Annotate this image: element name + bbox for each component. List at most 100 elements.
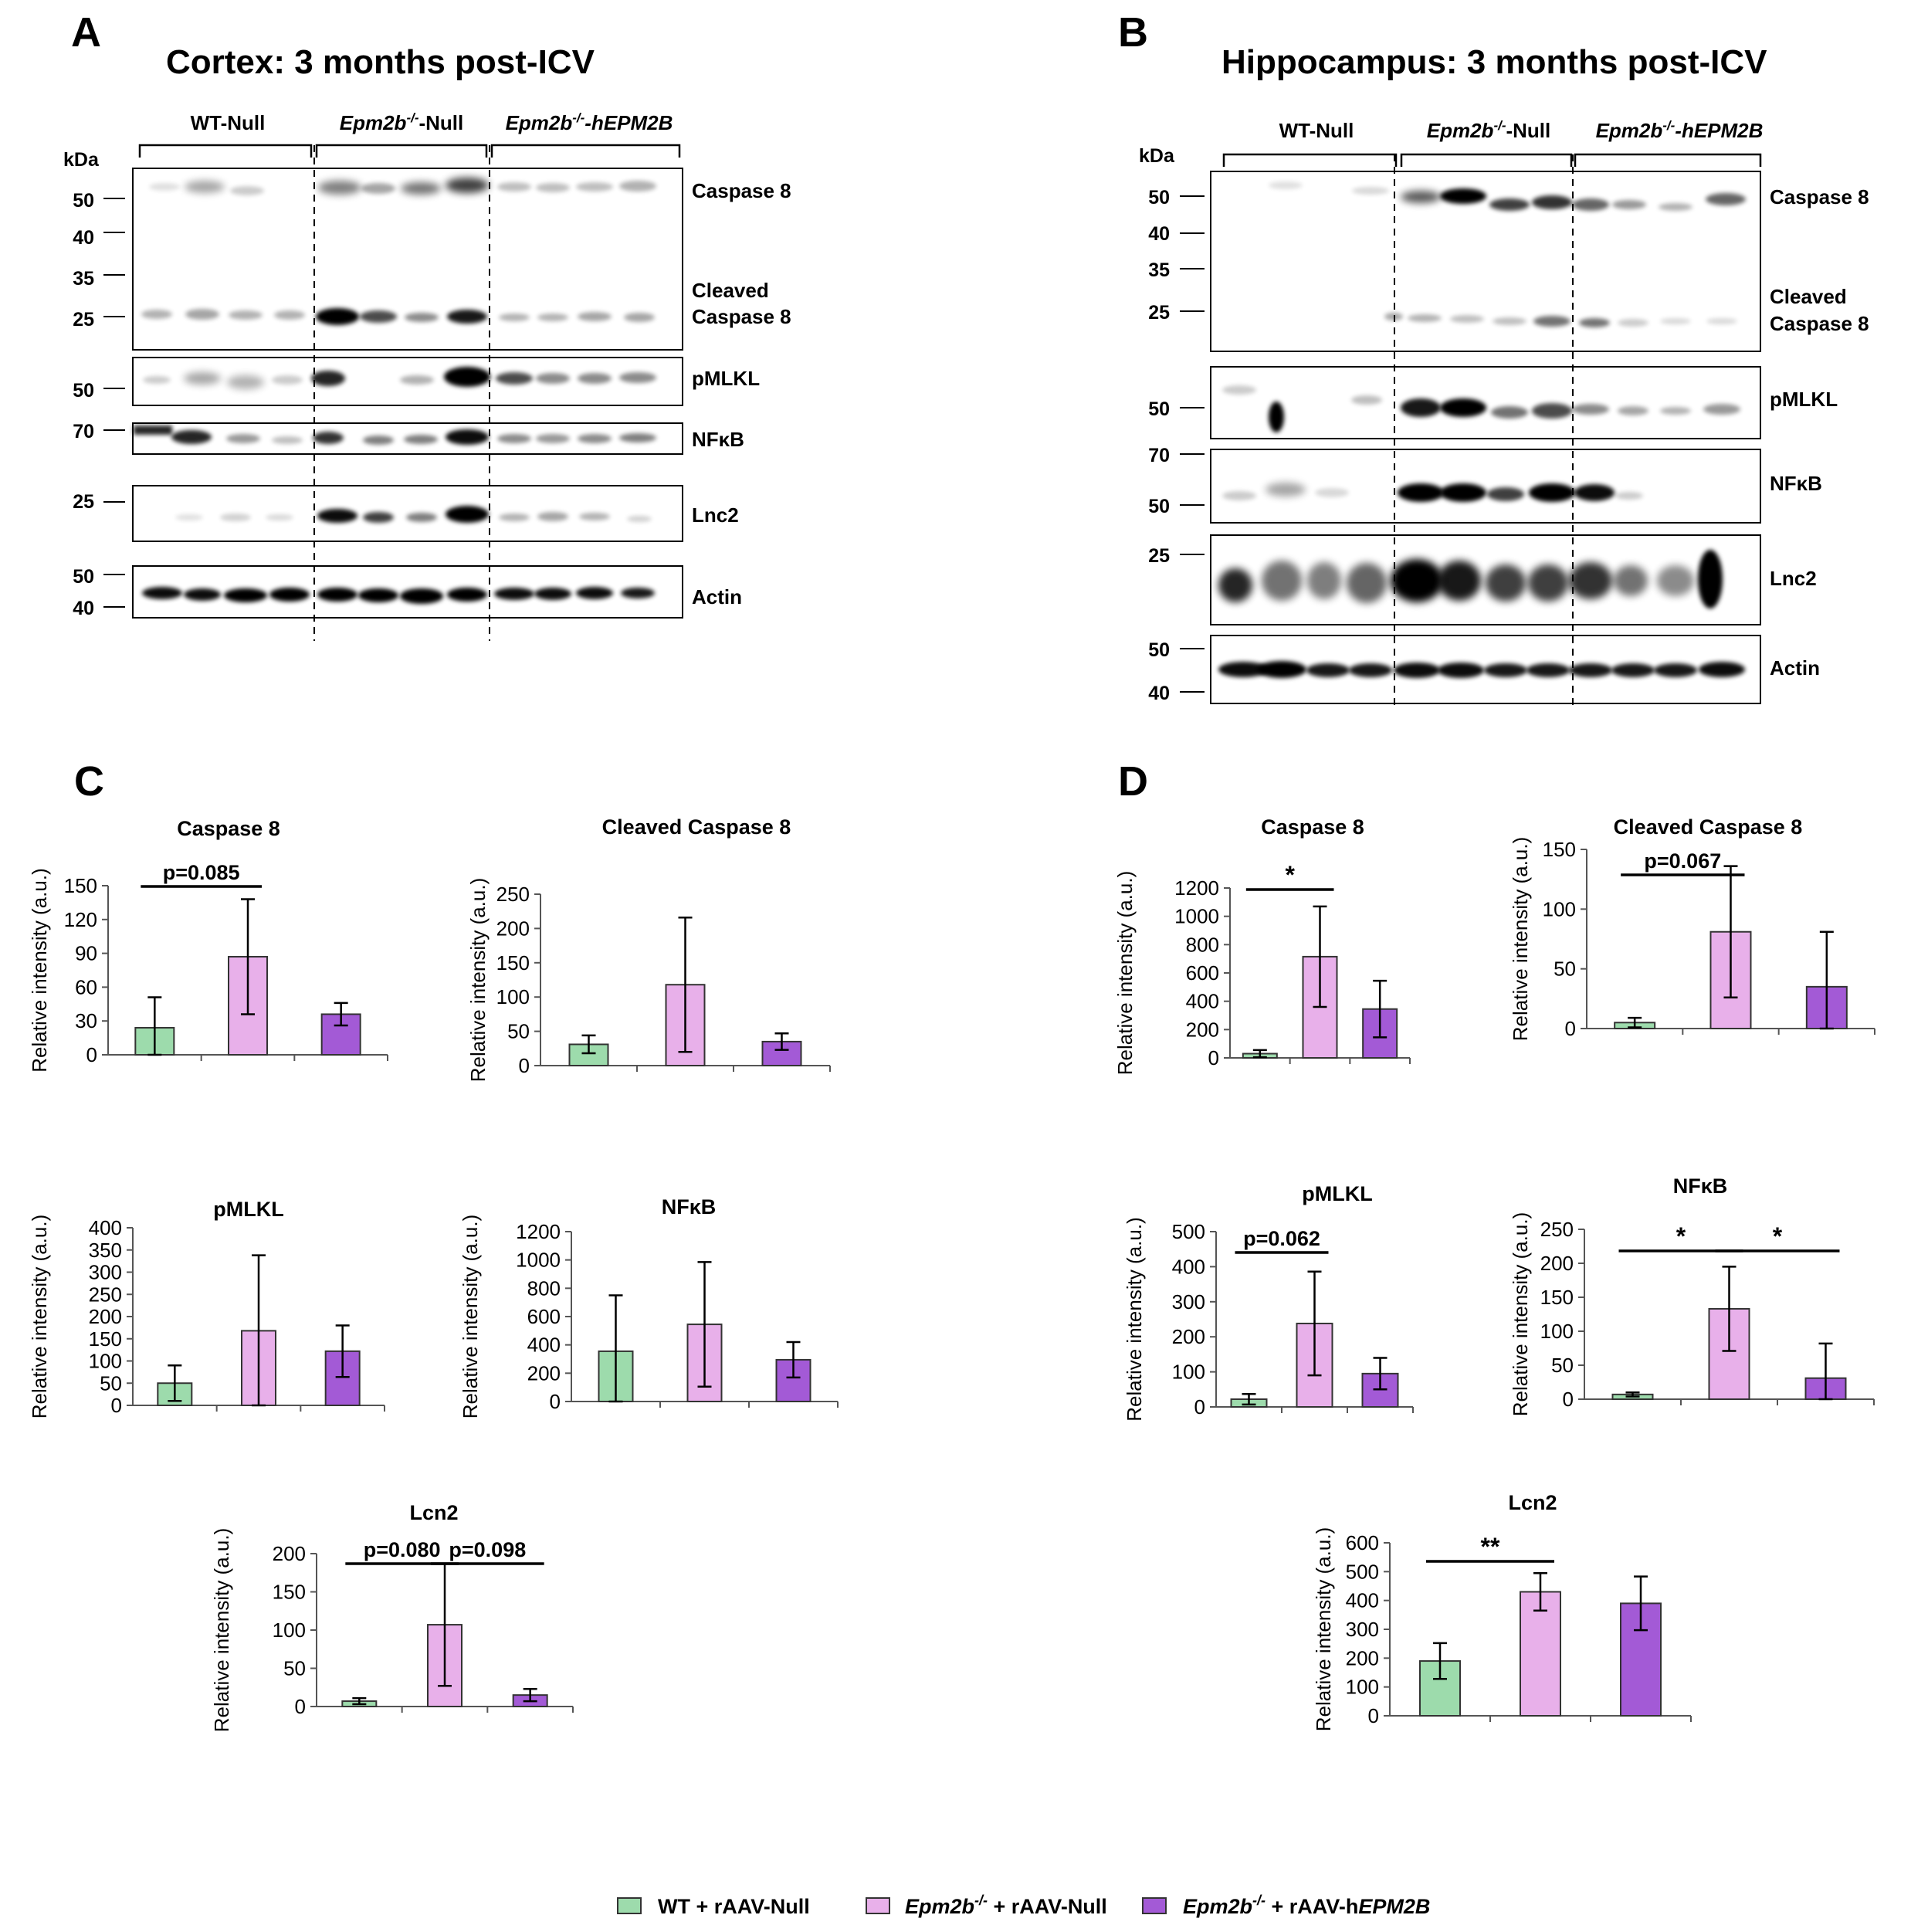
y-tick-label: 200: [273, 1542, 306, 1565]
kda-marker: 50: [1148, 639, 1170, 661]
legend-label-wt: WT + rAAV-Null: [658, 1895, 810, 1918]
significance-label: p=0.098: [449, 1538, 526, 1561]
y-tick-label: 800: [1186, 933, 1219, 956]
y-axis-label: Relative intensity (a.u.): [210, 1528, 233, 1732]
y-tick-label: 90: [75, 942, 97, 965]
y-tick-label: 50: [1551, 1354, 1574, 1377]
blot-membrane: [132, 168, 683, 351]
y-tick-label: 150: [1540, 1286, 1574, 1309]
y-tick-label: 400: [89, 1216, 122, 1239]
y-tick-label: 600: [1346, 1531, 1379, 1554]
y-tick-label: 100: [1172, 1361, 1205, 1384]
significance-label: p=0.062: [1243, 1227, 1320, 1250]
legend-label-hepm2b: Epm2b-/- + rAAV-hEPM2B: [1183, 1893, 1430, 1918]
kda-markers: 50 40 35 25 50 70 50 25 50 40: [1148, 187, 1170, 704]
kda-marker: 70: [73, 421, 94, 442]
y-axis-label: Relative intensity (a.u.): [1123, 1217, 1146, 1421]
y-tick-label: 100: [1540, 1320, 1574, 1343]
y-tick-label: 600: [1186, 961, 1219, 985]
bar-charts: Caspase 8 Relative intensity (a.u.) 0 30 60 9…: [28, 815, 1875, 1732]
band-label: Caspase 8: [1770, 312, 1869, 335]
blot-membrane: [1210, 366, 1761, 439]
y-tick-label: 100: [1543, 897, 1576, 920]
panel-letter-c: C: [74, 758, 104, 805]
chart-title: Cleaved Caspase 8: [1614, 815, 1803, 839]
legend: WT + rAAV-Null Epm2b-/- + rAAV-Null Epm2…: [617, 1893, 1430, 1918]
y-tick-label: 50: [100, 1371, 122, 1395]
y-tick-label: 0: [1563, 1388, 1574, 1411]
western-blot-hippocampus: Hippocampus: 3 months post-ICV WT-Null E…: [1139, 43, 1869, 709]
group-label: Epm2b-/--Null: [1427, 118, 1551, 142]
kda-marker: 25: [1148, 302, 1170, 324]
kda-markers: 50 40 35 25 50 70 25 50 40: [73, 190, 94, 619]
chart-c-lcn2: Lcn2 Relative intensity (a.u.) 0 50 100 150 20…: [210, 1501, 574, 1732]
y-tick-label: 250: [1540, 1218, 1574, 1241]
y-tick-label: 30: [75, 1009, 97, 1032]
y-tick-label: 350: [89, 1239, 122, 1262]
chart-title: NFκB: [1673, 1174, 1728, 1198]
y-tick-label: 0: [1194, 1395, 1205, 1418]
kda-marker: 50: [1148, 187, 1170, 208]
y-tick-label: 500: [1172, 1220, 1205, 1243]
y-tick-label: 100: [89, 1350, 122, 1373]
y-tick-label: 300: [1172, 1290, 1205, 1313]
significance-label: p=0.080: [364, 1538, 441, 1561]
y-tick-label: 400: [1186, 990, 1219, 1013]
y-tick-label: 500: [1346, 1560, 1379, 1583]
y-axis-label: Relative intensity (a.u.): [466, 878, 490, 1082]
group-label: Epm2b-/--hEPM2B: [506, 110, 673, 134]
chart-title: pMLKL: [213, 1198, 283, 1221]
y-tick-label: 150: [1543, 838, 1576, 861]
y-tick-label: 150: [496, 951, 530, 974]
band-label: Lnc2: [692, 503, 739, 527]
band-label: NFκB: [1770, 472, 1822, 495]
chart-d-cleaved: Cleaved Caspase 8 Relative intensity (a.u…: [1509, 815, 1875, 1041]
chart-d-caspase8: Caspase 8 Relative intensity (a.u.) 0 200 40…: [1113, 815, 1411, 1075]
band-label: Caspase 8: [692, 305, 791, 328]
kda-marker: 25: [73, 309, 94, 330]
y-tick-label: 100: [273, 1618, 306, 1642]
chart-d-nfkb: NFκB Relative intensity (a.u.) 0 50 100 150 20…: [1509, 1174, 1875, 1416]
bar: [775, 1358, 811, 1402]
y-tick-label: 0: [519, 1054, 530, 1077]
y-tick-label: 60: [75, 975, 97, 998]
y-tick-label: 1000: [516, 1249, 561, 1272]
kda-marker: 50: [1148, 496, 1170, 517]
kda-ticks: [103, 198, 125, 608]
legend-label-null: Epm2b-/- + rAAV-Null: [905, 1893, 1107, 1918]
y-tick-label: 120: [64, 908, 97, 931]
kda-marker: 40: [1148, 683, 1170, 704]
chart-c-cleaved: Cleaved Caspase 8 Relative intensity (a.u…: [466, 815, 831, 1082]
y-tick-label: 0: [295, 1695, 306, 1718]
chart-title: Caspase 8: [1261, 815, 1364, 839]
y-tick-label: 1000: [1174, 905, 1219, 928]
band-label: pMLKL: [692, 367, 760, 390]
significance-label: **: [1481, 1533, 1500, 1561]
chart-title: NFκB: [662, 1195, 717, 1219]
band-label: Cleaved: [1770, 285, 1847, 308]
band-label: Caspase 8: [692, 179, 791, 202]
y-tick-label: 50: [283, 1657, 306, 1680]
chart-c-caspase8: Caspase 8 Relative intensity (a.u.) 0 30 60 9…: [28, 817, 388, 1073]
y-tick-label: 100: [1346, 1676, 1379, 1699]
y-tick-label: 200: [496, 917, 530, 940]
band-labels: Caspase 8 Cleaved Caspase 8 pMLKL NFκB L…: [1770, 185, 1869, 680]
kda-marker: 50: [73, 190, 94, 212]
y-tick-label: 250: [89, 1283, 122, 1306]
kda-marker: 25: [73, 491, 94, 513]
legend-swatch-null: [866, 1897, 890, 1914]
chart-title: Lcn2: [409, 1501, 458, 1524]
y-tick-label: 50: [1554, 958, 1576, 981]
y-tick-label: 0: [550, 1390, 561, 1413]
kda-marker: 25: [1148, 545, 1170, 567]
band-label: Cleaved: [692, 279, 769, 302]
kda-label: kDa: [1139, 145, 1175, 167]
y-tick-label: 250: [496, 883, 530, 906]
kda-marker: 35: [1148, 259, 1170, 281]
band-label: NFκB: [692, 428, 744, 451]
bands: [134, 178, 656, 604]
panel-letter-a: A: [71, 9, 101, 56]
band-label: Caspase 8: [1770, 185, 1869, 208]
group-bracket: [138, 144, 681, 158]
y-tick-label: 300: [89, 1261, 122, 1284]
